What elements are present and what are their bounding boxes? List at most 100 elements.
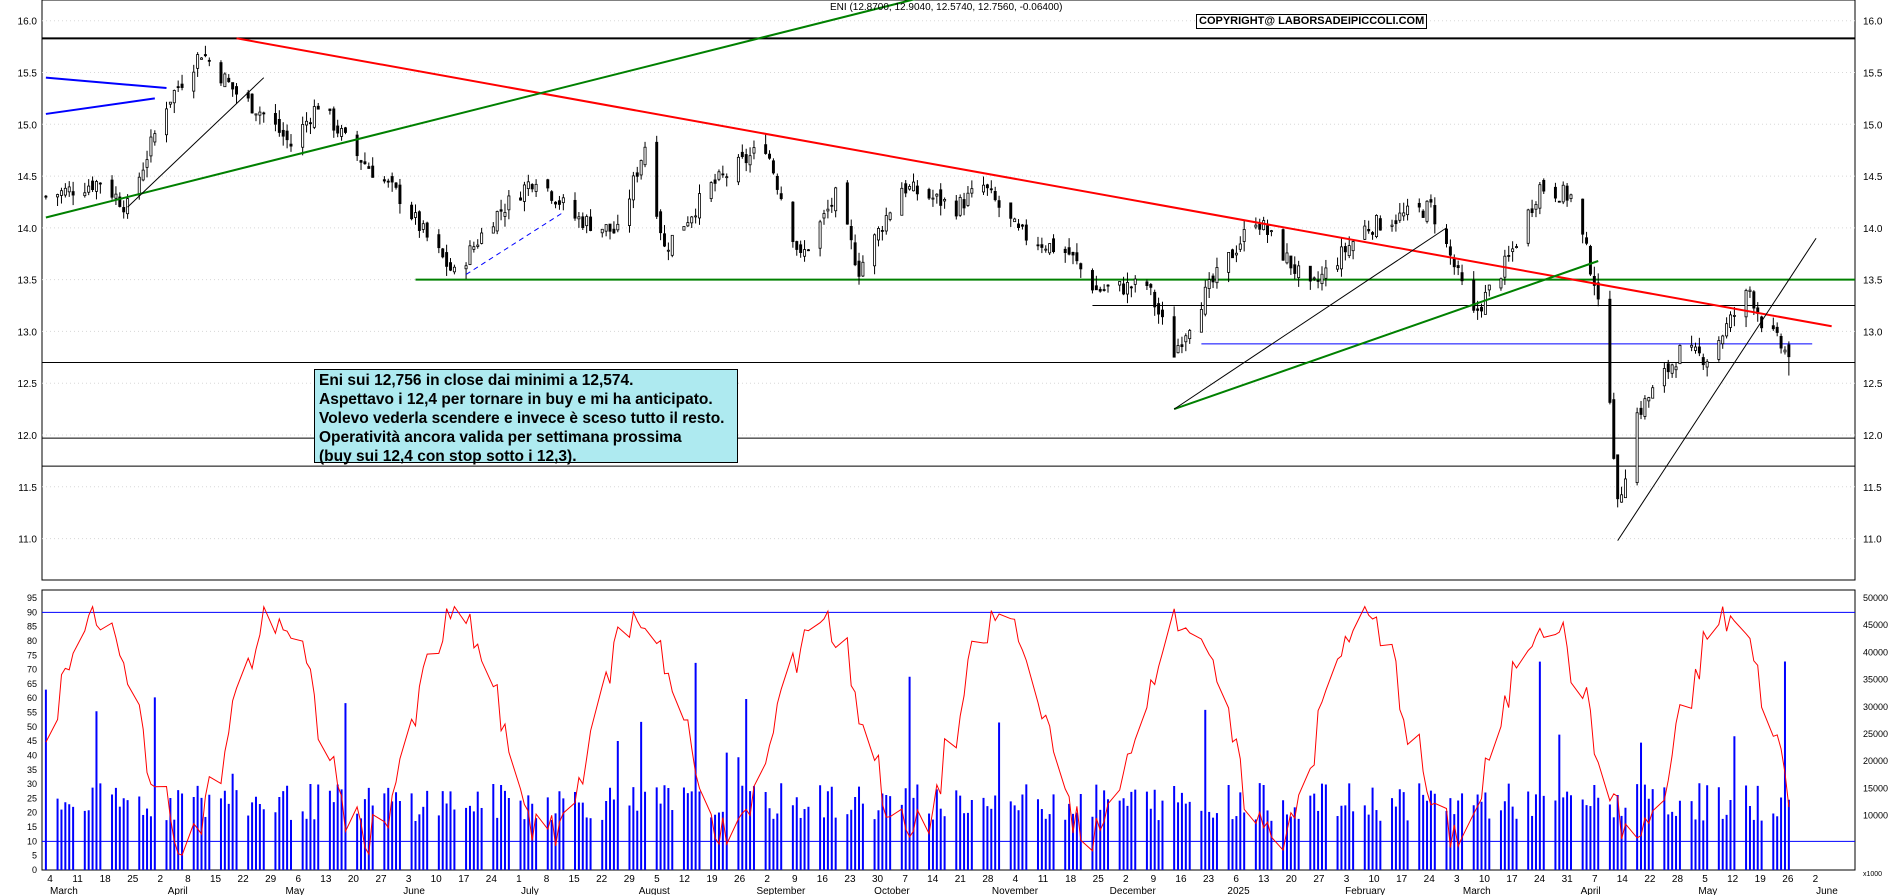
candle-body [534,183,538,192]
x-day-label: 17 [1506,874,1518,885]
osc-tick-label: 15 [27,822,37,832]
candle-body [982,184,985,193]
y-tick-label: 14.5 [1863,172,1883,183]
x-day-label: 31 [1562,874,1574,885]
candle-body [1697,346,1701,354]
x-day-label: 29 [265,874,277,885]
candle-body [1203,286,1207,315]
candle-body [1608,298,1612,403]
volume-tick-label: 30000 [1863,702,1888,712]
x-day-label: 19 [706,874,718,885]
x-day-label: 3 [1344,874,1350,885]
y-tick-label: 13.0 [18,327,38,338]
candle-body [1585,237,1589,244]
x-month-label: December [1110,886,1157,895]
candle-body [655,141,659,217]
candle-body [822,213,826,219]
candle-body [1297,265,1301,279]
candle-body [336,125,340,134]
candle-body [600,228,604,234]
y-tick-label: 14.5 [18,172,38,183]
osc-tick-label: 35 [27,765,37,775]
candle-body [1596,282,1600,300]
candle-body [877,228,880,241]
candle-body [503,212,507,217]
volume-tick-label: 45000 [1863,620,1888,630]
x-day-label: 24 [1424,874,1436,885]
candle-body [962,199,966,209]
osc-tick-label: 90 [27,607,37,617]
x-month-label: July [521,886,539,895]
candle-body [180,83,184,88]
candle-body [1118,281,1122,286]
candle-body [1367,228,1371,232]
x-day-label: 15 [569,874,581,885]
candle-body [235,86,238,95]
candle-body [371,165,375,178]
quote-line: ENI (12.8700, 12.9040, 12.5740, 12.7560,… [830,2,1063,13]
candle-body [939,189,943,206]
candle-body [301,124,305,148]
candle-body [1020,224,1024,227]
candle-body [1507,255,1511,257]
candle-body [912,181,915,192]
candle-body [425,222,429,238]
candle-body [499,209,503,212]
x-day-label: 28 [1672,874,1684,885]
x-day-label: 6 [1233,874,1239,885]
candle-body [857,260,861,277]
candle-body [915,185,919,195]
candle-body [1227,252,1231,273]
candle-body [63,187,67,196]
candle-body [1125,282,1129,295]
candle-body [410,204,414,220]
candle-body [145,159,149,168]
candle-body [1433,205,1437,225]
x-month-label: November [992,886,1039,895]
x-day-label: 1 [516,874,522,885]
x-day-label: 9 [1151,874,1157,885]
candle-body [1149,284,1153,288]
osc-tick-label: 10 [27,836,37,846]
candle-body [1725,323,1729,337]
candle-body [308,122,312,125]
x-month-label: March [50,886,78,895]
candle-body [589,216,593,231]
candle-body [1534,203,1538,210]
candle-body [1542,179,1546,192]
candle-body [44,195,48,198]
candle-body [472,246,476,250]
candle-body [1429,199,1433,203]
candle-body [1569,194,1573,199]
candle-body [1651,387,1655,399]
trendline [45,0,916,219]
candle-body [56,194,60,198]
candle-body [363,161,367,165]
candle-body [826,208,830,212]
candle-body [818,221,822,249]
candle-body [631,175,635,201]
trendlines [45,0,1832,541]
candle-body [1472,279,1476,311]
x-day-label: 12 [679,874,691,885]
candle-body [561,197,565,204]
candles [44,45,1791,508]
x-day-label: 26 [734,874,746,885]
candle-body [445,252,449,267]
candle-body [382,179,386,182]
candle-body [137,176,141,196]
candle-body [176,86,180,89]
candle-body [1588,245,1592,275]
candle-body [262,112,266,115]
x-day-label: 11 [1038,874,1049,885]
candle-body [1779,335,1783,349]
candle-body [1067,247,1071,255]
x-day-label: 27 [375,874,387,885]
candle-body [1285,252,1289,264]
candle-body [1153,291,1157,308]
candle-body [943,199,947,202]
candle-body [192,71,196,92]
x-day-label: 7 [902,874,908,885]
candle-body [519,197,523,201]
candle-body [468,245,472,265]
